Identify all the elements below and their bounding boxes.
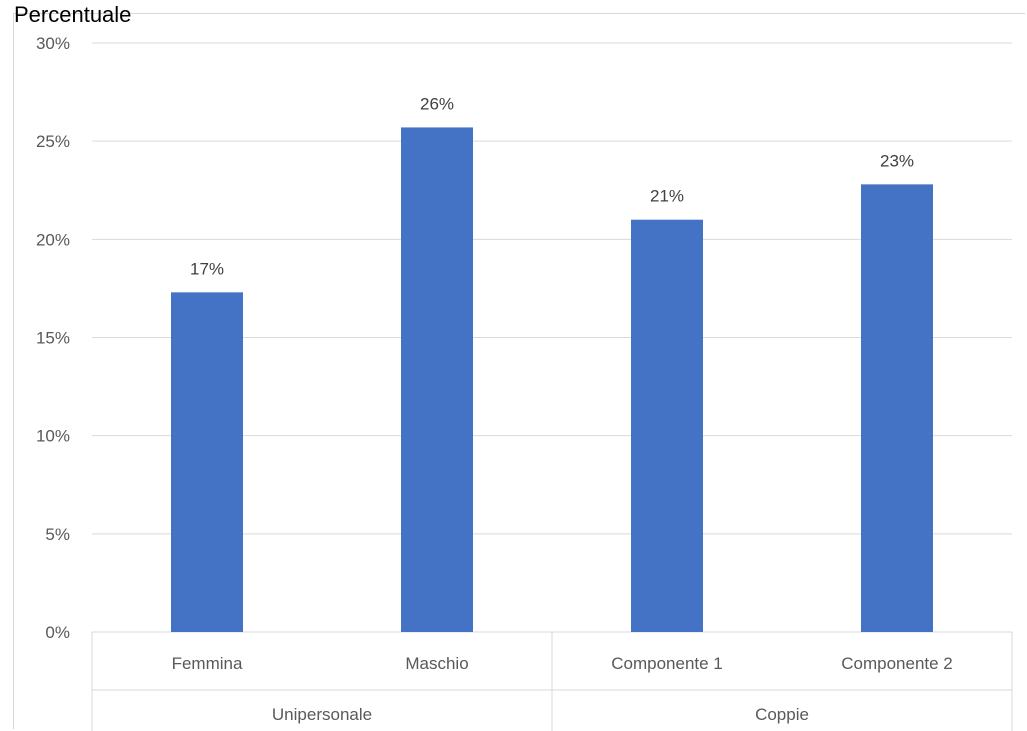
data-label: 26%: [420, 94, 454, 113]
y-tick-label: 20%: [36, 230, 70, 249]
x-category-label: Componente 2: [841, 654, 953, 673]
y-tick-label: 10%: [36, 427, 70, 446]
x-category-label: Maschio: [405, 654, 468, 673]
group-label: Coppie: [755, 705, 809, 724]
y-tick-label: 5%: [45, 525, 70, 544]
x-category-label: Componente 1: [611, 654, 723, 673]
data-label: 21%: [650, 187, 684, 206]
y-tick-label: 25%: [36, 132, 70, 151]
y-tick-label: 30%: [36, 34, 70, 53]
bar: [401, 127, 473, 632]
group-label: Unipersonale: [272, 705, 372, 724]
y-tick-label: 15%: [36, 329, 70, 348]
x-category-label: Femmina: [172, 654, 243, 673]
chart-frame: Percentuale: [13, 2, 1025, 729]
y-tick-label: 0%: [45, 623, 70, 642]
bar: [861, 184, 933, 633]
data-label: 17%: [190, 259, 224, 278]
y-axis-title: Percentuale: [14, 2, 132, 27]
bar: [631, 219, 703, 632]
bar: [171, 292, 243, 632]
data-label: 23%: [880, 151, 914, 170]
